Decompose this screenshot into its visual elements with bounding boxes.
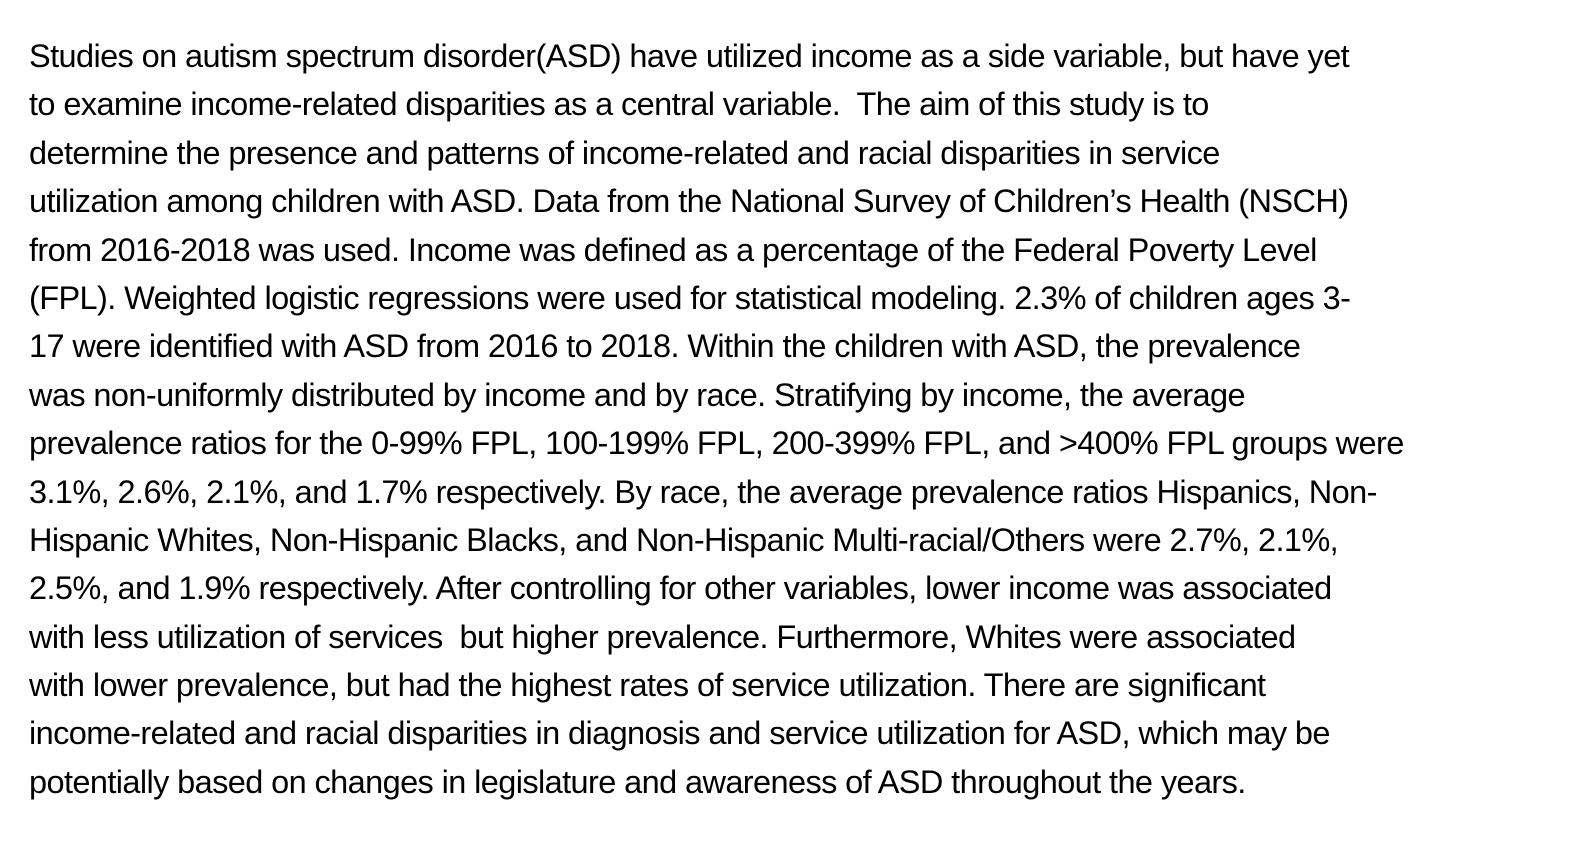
abstract-line: prevalence ratios for the 0-99% FPL, 100… xyxy=(29,425,1404,462)
abstract-line: from 2016-2018 was used. Income was defi… xyxy=(29,231,1317,268)
abstract-line: (FPL). Weighted logistic regressions wer… xyxy=(29,279,1351,316)
abstract-line: determine the presence and patterns of i… xyxy=(29,134,1220,171)
abstract-paragraph: Studies on autism spectrum disorder(ASD)… xyxy=(29,32,1569,806)
abstract-line: 17 were identified with ASD from 2016 to… xyxy=(29,328,1301,365)
abstract-line: utilization among children with ASD. Dat… xyxy=(29,183,1349,220)
abstract-line: to examine income-related disparities as… xyxy=(29,86,1209,123)
abstract-line: was non-uniformly distributed by income … xyxy=(29,376,1246,413)
abstract-line: potentially based on changes in legislat… xyxy=(29,763,1246,800)
abstract-line: Hispanic Whites, Non-Hispanic Blacks, an… xyxy=(29,521,1339,558)
abstract-line: with lower prevalence, but had the highe… xyxy=(29,667,1266,704)
abstract-line: 2.5%, and 1.9% respectively. After contr… xyxy=(29,570,1332,607)
abstract-line: income-related and racial disparities in… xyxy=(29,715,1330,752)
abstract-line: Studies on autism spectrum disorder(ASD)… xyxy=(29,38,1350,74)
abstract-line: with less utilization of services but hi… xyxy=(29,618,1296,655)
abstract-line: 3.1%, 2.6%, 2.1%, and 1.7% respectively.… xyxy=(29,473,1377,510)
